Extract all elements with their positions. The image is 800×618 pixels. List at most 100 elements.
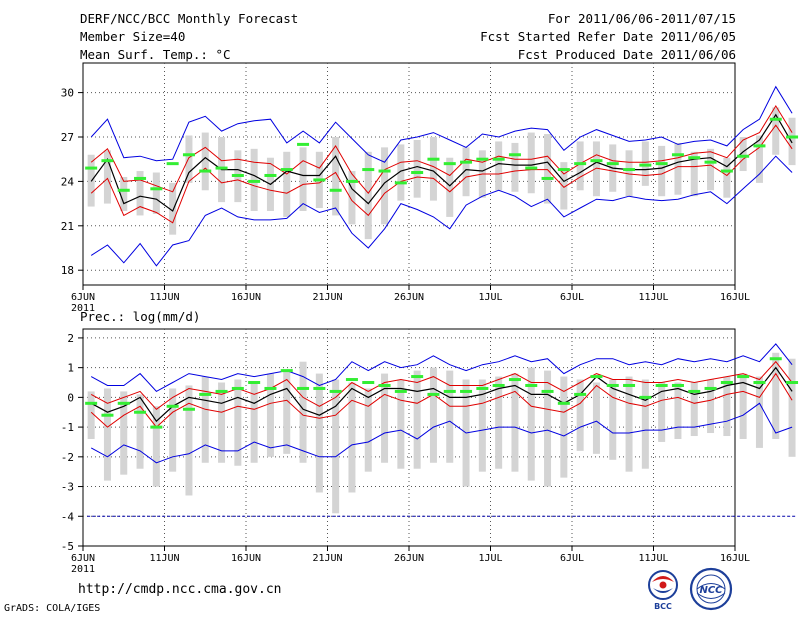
y-tick-label: 27 [61,131,74,144]
series-upper-line [90,104,793,195]
reference-marker [280,168,293,172]
source-url[interactable]: http://cmdp.ncc.cma.gov.cn [78,582,282,597]
ensemble-box [462,147,470,197]
reference-marker [329,389,342,393]
ensemble-box [413,370,421,469]
ensemble-box [544,370,552,487]
ensemble-box [641,379,649,469]
precip-panel-title: Prec.: log(mm/d) [80,309,201,324]
reference-marker [606,162,619,166]
ncc-logo-text: NCC [699,585,723,596]
x-tick-label: 16JUN [231,292,261,303]
reference-marker [541,389,554,393]
reference-marker [720,381,733,385]
reference-marker [215,389,228,393]
reference-marker [199,392,212,396]
reference-marker [460,160,473,164]
reference-marker [427,392,440,396]
ensemble-box [707,379,715,434]
reference-marker [85,166,98,170]
reference-marker [574,392,587,396]
ensemble-box [250,382,258,463]
reference-marker [671,383,684,387]
ensemble-box [315,373,323,493]
x-tick-label: 2011 [71,303,95,314]
series-upper-line [90,360,793,410]
reference-marker [786,135,799,139]
x-tick-label: 2011 [71,564,95,575]
reference-marker [623,168,636,172]
x-tick-label: 21JUN [312,292,342,303]
reference-marker [411,375,424,379]
ensemble-box [397,144,405,201]
reference-marker [443,389,456,393]
reference-marker [786,381,799,385]
x-tick-label: 1JUL [478,553,502,564]
ensemble-box [592,382,600,454]
reference-marker [525,383,538,387]
ensemble-box [527,367,535,481]
ensemble-box [218,382,226,463]
ensemble-box [397,379,405,469]
reference-marker [264,173,277,177]
y-tick-label: -3 [61,481,74,494]
reference-marker [101,413,114,417]
reference-marker [378,383,391,387]
x-tick-label: 1JUL [478,292,502,303]
reference-marker [541,176,554,180]
reference-marker [655,162,668,166]
ensemble-box [332,379,340,514]
x-tick-label: 11JUN [149,292,179,303]
reference-marker [753,144,766,148]
reference-marker [492,383,505,387]
y-tick-label: -1 [61,421,74,434]
ensemble-box [723,376,731,437]
ensemble-box [201,376,209,463]
x-tick-label: 6JUL [560,553,584,564]
ensemble-box [348,382,356,493]
y-tick-label: -5 [61,540,74,553]
x-tick-label: 26JUN [394,292,424,303]
reference-marker [280,369,293,373]
reference-marker [769,357,782,361]
ensemble-box [283,370,291,454]
series-median-line [90,366,793,423]
reference-marker [443,162,456,166]
ensemble-box [658,145,666,197]
series-min-line [90,155,793,267]
reference-marker [590,159,603,163]
ensemble-box [707,148,715,191]
reference-marker [623,383,636,387]
reference-marker [574,162,587,166]
y-tick-label: -2 [61,451,74,464]
reference-marker [85,401,98,405]
reference-marker [606,383,619,387]
reference-marker [329,188,342,192]
reference-marker [231,173,244,177]
reference-marker [688,389,701,393]
reference-marker [769,117,782,121]
reference-marker [378,169,391,173]
ensemble-box [674,382,682,439]
ensemble-box [576,379,584,451]
reference-marker [297,142,310,146]
x-tick-label: 21JUN [312,553,342,564]
reference-marker [199,169,212,173]
fcst-produced-date: Fcst Produced Date 2011/06/06 [517,47,736,62]
series-median-line [90,113,793,212]
ensemble-box [788,358,796,457]
reference-marker [427,157,440,161]
ensemble-box [658,382,666,442]
ensemble-box [364,151,372,240]
reference-marker [166,162,179,166]
reference-marker [362,381,375,385]
ensemble-box [772,352,780,439]
ensemble-box [772,107,780,155]
ensemble-box [592,141,600,197]
ensemble-box [152,172,160,214]
reference-marker [720,169,733,173]
reference-marker [248,179,261,183]
grads-credit: GrADS: COLA/IGES [4,603,101,614]
x-tick-label: 6JUN [71,292,95,303]
forecast-period: For 2011/06/06-2011/07/15 [547,11,736,26]
